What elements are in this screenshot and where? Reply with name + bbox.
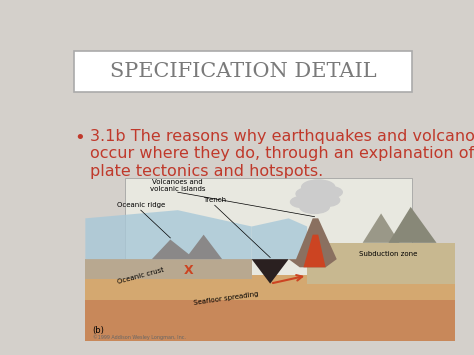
- Text: Volcanoes and: Volcanoes and: [153, 179, 203, 185]
- Polygon shape: [363, 213, 400, 243]
- Polygon shape: [85, 292, 455, 341]
- Circle shape: [291, 196, 316, 208]
- Polygon shape: [152, 235, 222, 259]
- Text: (b): (b): [93, 326, 105, 335]
- Polygon shape: [85, 210, 252, 259]
- Text: 3.1b The reasons why earthquakes and volcanoes: 3.1b The reasons why earthquakes and vol…: [91, 129, 474, 144]
- Polygon shape: [85, 275, 455, 300]
- Text: Subduction zone: Subduction zone: [359, 251, 418, 257]
- Circle shape: [300, 200, 329, 213]
- Text: volcanic islands: volcanic islands: [150, 186, 206, 192]
- Text: •: •: [74, 129, 85, 147]
- Text: X: X: [184, 264, 194, 277]
- Text: Oceanic crust: Oceanic crust: [117, 266, 165, 285]
- Polygon shape: [307, 243, 455, 284]
- FancyBboxPatch shape: [74, 51, 412, 92]
- Polygon shape: [252, 218, 307, 259]
- Text: Seafloor spreading: Seafloor spreading: [193, 291, 259, 306]
- Polygon shape: [303, 235, 326, 267]
- Text: Oceanic ridge: Oceanic ridge: [117, 202, 165, 208]
- Circle shape: [316, 186, 342, 198]
- Text: Trench: Trench: [203, 197, 226, 203]
- Text: plate tectonics and hotspots.: plate tectonics and hotspots.: [91, 164, 324, 179]
- Text: SPECIFICATION DETAIL: SPECIFICATION DETAIL: [109, 62, 376, 81]
- Polygon shape: [389, 207, 437, 243]
- Polygon shape: [289, 218, 337, 267]
- Circle shape: [301, 180, 335, 195]
- Text: ©1999 Addison Wesley Longman, Inc.: ©1999 Addison Wesley Longman, Inc.: [93, 334, 186, 340]
- Circle shape: [296, 187, 326, 200]
- FancyBboxPatch shape: [125, 178, 412, 305]
- Polygon shape: [85, 259, 252, 279]
- Polygon shape: [252, 259, 289, 284]
- Circle shape: [311, 194, 340, 207]
- Text: occur where they do, through an explanation of: occur where they do, through an explanat…: [91, 147, 474, 162]
